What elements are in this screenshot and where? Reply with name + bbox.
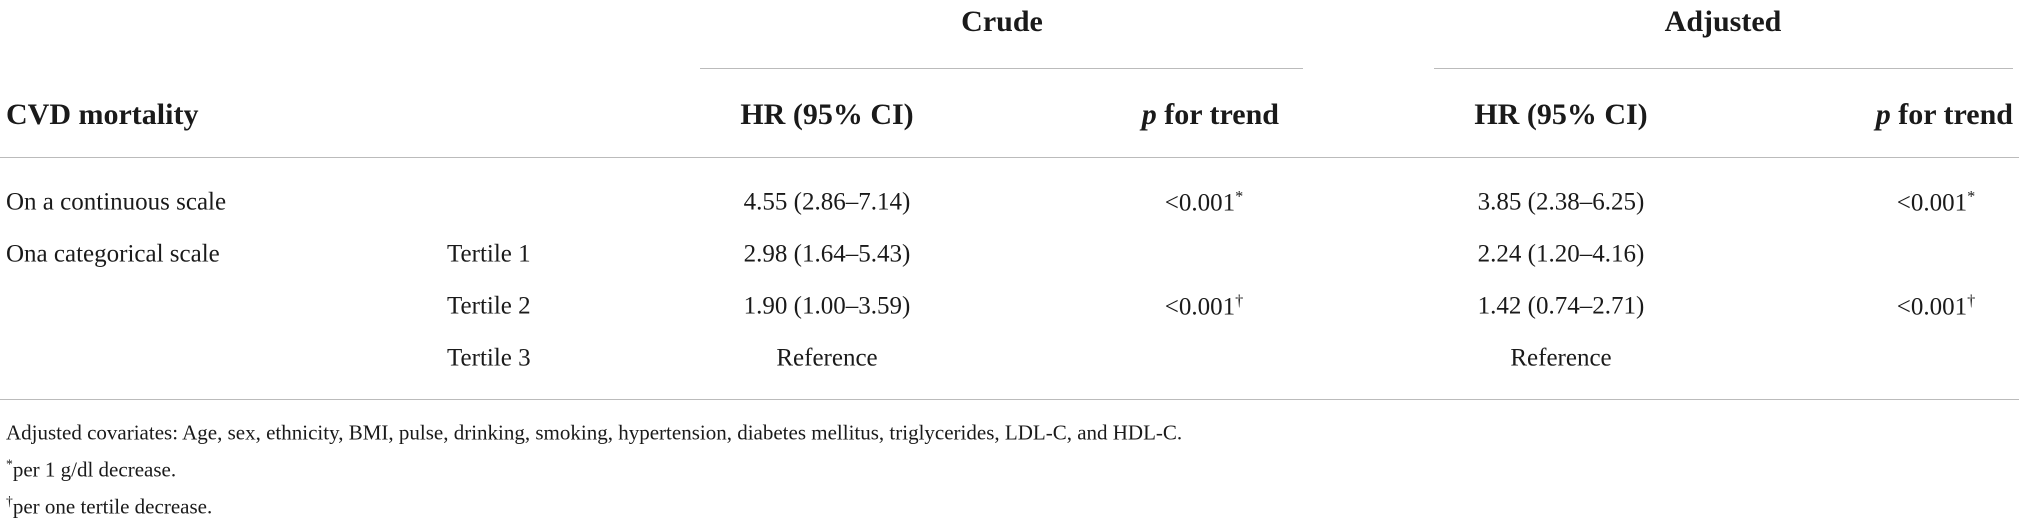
- row-sublabel: Tertile 1: [447, 240, 531, 268]
- footnote: Adjusted covariates: Age, sex, ethnicity…: [6, 420, 1183, 445]
- cell: 3.85 (2.38–6.25): [1477, 188, 1645, 216]
- group-header: Crude: [961, 5, 1043, 38]
- row-label: On a continuous scale: [6, 188, 227, 216]
- row-sublabel: Tertile 2: [447, 292, 531, 320]
- p-text: <0.001: [1164, 293, 1236, 321]
- footnote-mark: †: [6, 493, 13, 509]
- column-header: p for trend: [1876, 100, 2013, 130]
- cell: Reference: [776, 344, 878, 372]
- cell: 1.90 (1.00–3.59): [743, 292, 911, 320]
- footnote-text: per 1 g/dl decrease.: [12, 457, 177, 482]
- column-header: p for trend: [1142, 100, 1279, 130]
- footnote-text: per one tertile decrease.: [12, 494, 213, 519]
- footnote-text: Adjusted covariates: Age, sex, ethnicity…: [6, 420, 1183, 445]
- header-text: for trend: [1164, 98, 1279, 131]
- italic-p: p: [1141, 98, 1157, 131]
- p-text: <0.001: [1164, 189, 1236, 217]
- row-sublabel: Tertile 3: [447, 344, 531, 372]
- footnote: *per 1 g/dl decrease.: [6, 456, 177, 482]
- footnote-mark: *: [1967, 187, 1976, 206]
- footnote-mark: *: [1235, 187, 1244, 206]
- p-value: <0.001*: [1897, 188, 1975, 215]
- footnote: †per one tertile decrease.: [6, 493, 213, 519]
- cell: Reference: [1510, 344, 1612, 372]
- cell: 4.55 (2.86–7.14): [743, 188, 911, 216]
- p-text: <0.001: [1896, 189, 1968, 217]
- column-header: HR (95% CI): [1474, 98, 1648, 131]
- header-rule: [0, 157, 2019, 158]
- column-header: HR (95% CI): [740, 98, 914, 131]
- p-value: <0.001*: [1165, 188, 1243, 215]
- group-rule: [700, 68, 1303, 69]
- group-rule: [1434, 68, 2013, 69]
- footnote-mark: †: [1235, 291, 1244, 310]
- cell: 1.42 (0.74–2.71): [1477, 292, 1645, 320]
- footnote-mark: *: [6, 456, 13, 472]
- p-text: <0.001: [1896, 293, 1968, 321]
- p-value: <0.001†: [1897, 292, 1975, 319]
- p-value: <0.001†: [1165, 292, 1243, 319]
- bottom-rule: [0, 399, 2019, 400]
- group-header: Adjusted: [1664, 5, 1782, 38]
- cell: 2.98 (1.64–5.43): [743, 240, 911, 268]
- italic-p: p: [1875, 98, 1891, 131]
- cell: 2.24 (1.20–4.16): [1477, 240, 1645, 268]
- column-header: CVD mortality: [6, 98, 199, 131]
- row-label: Ona categorical scale: [6, 240, 220, 268]
- header-text: for trend: [1898, 98, 2013, 131]
- footnote-mark: †: [1967, 291, 1976, 310]
